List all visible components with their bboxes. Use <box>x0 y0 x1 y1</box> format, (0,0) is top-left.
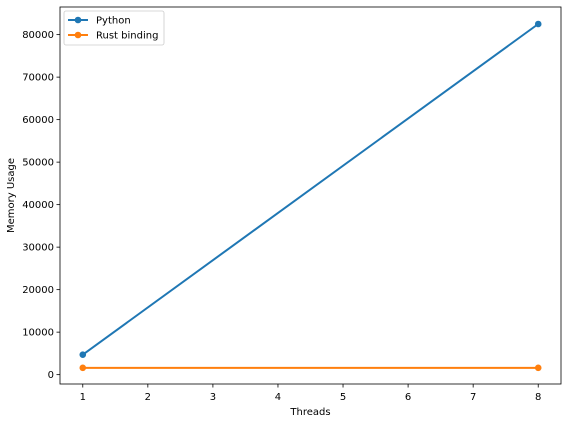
x-tick-label: 4 <box>275 392 281 403</box>
plot-area <box>59 6 562 385</box>
x-tick-label: 6 <box>405 392 411 403</box>
data-point <box>534 20 542 28</box>
data-point <box>79 351 87 358</box>
legend-marker <box>74 16 82 24</box>
data-point <box>534 364 542 372</box>
series-line-0 <box>82 23 539 356</box>
y-tick-label: 70000 <box>22 73 54 84</box>
y-tick-label: 30000 <box>22 243 54 254</box>
x-axis-label: Threads <box>289 407 330 418</box>
legend-box <box>63 10 165 46</box>
y-tick-label: 20000 <box>22 285 54 296</box>
legend-label: Python <box>96 16 131 27</box>
y-tick-label: 40000 <box>22 200 54 211</box>
data-point <box>79 364 87 372</box>
series-layer <box>79 20 542 372</box>
x-tick-label: 3 <box>210 392 216 403</box>
y-axis: 0 10000 20000 30000 40000 50000 60000 70000 8000… <box>22 30 60 381</box>
x-tick-label: 1 <box>80 392 86 403</box>
y-tick-label: 60000 <box>22 115 54 126</box>
legend-marker <box>74 31 82 39</box>
y-tick-label: 0 <box>48 370 54 381</box>
x-tick-label: 2 <box>145 392 151 403</box>
legend-label: Rust binding <box>96 31 158 42</box>
x-tick-label: 7 <box>470 392 476 403</box>
y-tick-label: 80000 <box>22 30 54 41</box>
y-axis-label: Memory Usage <box>6 158 17 233</box>
x-tick-label: 5 <box>340 392 346 403</box>
x-tick-label: 8 <box>535 392 541 403</box>
legend: Python Rust binding <box>63 10 165 46</box>
y-tick-label: 50000 <box>22 158 54 169</box>
y-tick-label: 10000 <box>22 328 54 339</box>
x-axis: 1 2 3 4 5 6 7 8 <box>80 384 541 403</box>
